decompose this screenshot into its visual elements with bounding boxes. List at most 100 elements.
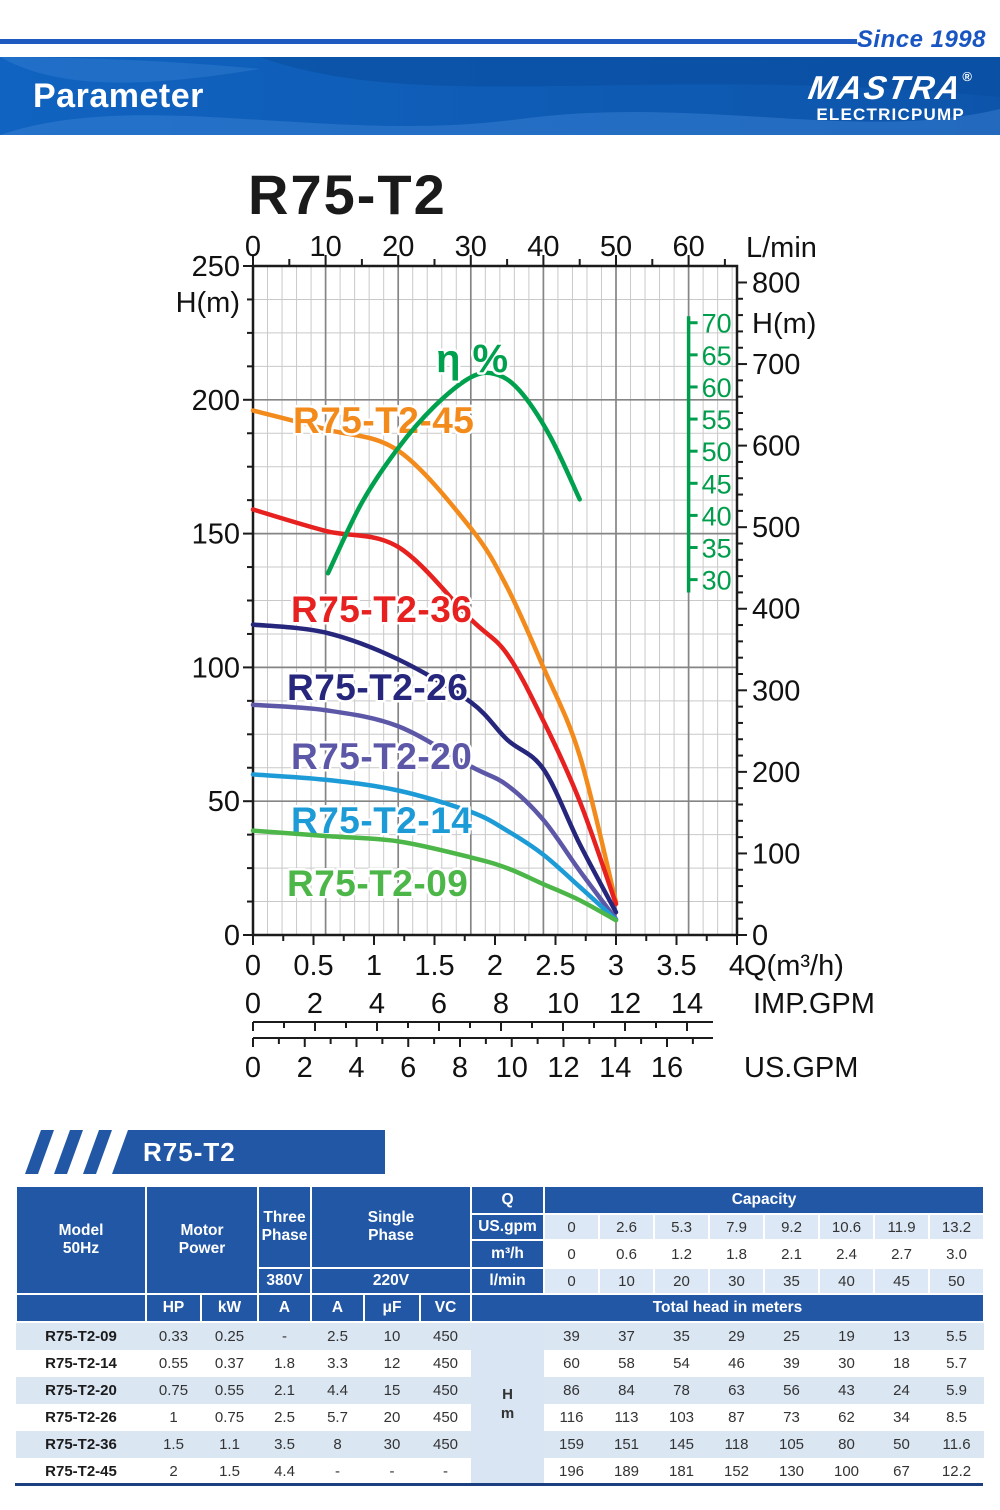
head-unit-cell: H m (471, 1322, 545, 1485)
amp-3ph-value: 2.5 (274, 1409, 295, 1426)
spec-row-R75-T2-09: R75-T2-09 0.33 0.25 - 2.5 10 450 H m 39 37 35 29 25 1… (16, 1322, 985, 1485)
page-title: Parameter (33, 77, 204, 115)
head-value: 73 (783, 1409, 800, 1426)
amp-1ph-value: 2.5 (327, 1328, 348, 1345)
head-value: 116 (559, 1409, 584, 1426)
chart-axes: 0 10 20 30 40 50 60050100150200250010020030040… (192, 231, 801, 982)
capacity-value: 2.6 (598, 1213, 656, 1241)
head-value: 84 (618, 1382, 635, 1399)
chart-grid (251, 264, 739, 937)
col-header-three-phase: Three Phase (257, 1185, 313, 1269)
svg-text:50: 50 (702, 437, 732, 467)
svg-text:60: 60 (702, 373, 732, 403)
svg-text:8: 8 (493, 988, 509, 1020)
capacity-value: 50 (928, 1267, 986, 1295)
svg-text:700: 700 (752, 349, 800, 381)
head-value: 152 (724, 1463, 750, 1480)
vc-value: 450 (433, 1355, 459, 1372)
kw-value: 0.25 (214, 1328, 245, 1345)
head-value: 78 (673, 1382, 690, 1399)
unit-vc: VC (419, 1293, 473, 1323)
svg-text:14: 14 (599, 1052, 631, 1084)
capacity-value: 7.9 (708, 1213, 766, 1241)
us-gpm-axis-label: US.GPM (744, 1052, 858, 1084)
svg-text:8: 8 (452, 1052, 468, 1084)
col-header-single-phase: Single Phase (310, 1185, 473, 1269)
capacity-value: 35 (763, 1267, 821, 1295)
row-header-lmin: l/min (470, 1267, 546, 1295)
model-name: R75-T2-14 (45, 1355, 117, 1372)
model-name: R75-T2-09 (45, 1328, 117, 1345)
decorative-line (0, 39, 857, 44)
head-value: 39 (783, 1355, 800, 1372)
head-value: 37 (618, 1328, 635, 1345)
head-value: 5.9 (946, 1382, 967, 1399)
capacity-row-usgpm: US.gpm 0 2.6 5.3 7.9 9.2 10.6 11.9 13.2 (16, 1213, 986, 1241)
uf-value: 10 (383, 1328, 401, 1345)
head-value: 58 (618, 1355, 635, 1372)
svg-text:2.5: 2.5 (535, 950, 575, 982)
head-value: 118 (724, 1436, 749, 1453)
capacity-value: 13.2 (928, 1213, 986, 1241)
svg-text:50: 50 (208, 786, 240, 818)
efficiency-label: η % (436, 337, 509, 381)
svg-text:0: 0 (752, 920, 768, 952)
svg-text:14: 14 (671, 988, 703, 1020)
uf-value: 12 (383, 1355, 401, 1372)
svg-text:55: 55 (702, 405, 732, 435)
kw-value: 1.1 (219, 1436, 240, 1453)
curve-label-R75-T2-45: R75-T2-45 (293, 400, 474, 441)
curve-label-R75-T2-26: R75-T2-26 (287, 667, 468, 708)
svg-text:10: 10 (547, 988, 579, 1020)
svg-text:4: 4 (729, 950, 745, 982)
capacity-value: 20 (653, 1267, 711, 1295)
svg-text:70: 70 (702, 309, 732, 339)
head-value: 151 (614, 1436, 640, 1453)
head-value: 19 (838, 1328, 855, 1345)
svg-text:12: 12 (547, 1052, 579, 1084)
svg-text:3: 3 (608, 950, 624, 982)
kw-value: 0.75 (214, 1409, 245, 1426)
svg-text:100: 100 (752, 838, 800, 870)
head-value: 86 (563, 1382, 580, 1399)
header-banner: Parameter MASTRA® ELECTRICPUMP (0, 57, 1000, 135)
amp-1ph-value: 8 (333, 1436, 342, 1453)
head-value: 43 (838, 1382, 855, 1399)
vc-value: 450 (433, 1382, 459, 1399)
head-value: 34 (893, 1409, 910, 1426)
unit-hp: HP (145, 1293, 202, 1323)
amp-3ph-value: 4.4 (274, 1463, 295, 1480)
amp-1ph-value: 4.4 (327, 1382, 348, 1399)
imp-gpm-axis-label: IMP.GPM (753, 988, 875, 1020)
head-value: 62 (838, 1409, 855, 1426)
head-value: 80 (838, 1436, 855, 1453)
svg-text:6: 6 (431, 988, 447, 1020)
head-value: 24 (893, 1382, 910, 1399)
uf-value: 30 (383, 1436, 401, 1453)
curve-R75-T2-20 (250, 702, 619, 922)
svg-text:40: 40 (702, 501, 732, 531)
pump-curve-chart: 0 10 20 30 40 50 60050100150200250010020030040… (176, 163, 875, 1084)
since-text: Since 1998 (856, 26, 986, 53)
vc-value: - (443, 1463, 449, 1480)
svg-text:12: 12 (609, 988, 641, 1020)
head-value: 159 (559, 1436, 585, 1453)
svg-text:1.5: 1.5 (414, 950, 454, 982)
svg-text:1: 1 (366, 950, 382, 982)
head-value: 67 (893, 1463, 910, 1480)
head-value: 18 (893, 1355, 910, 1372)
capacity-value: 40 (818, 1267, 876, 1295)
capacity-row-m3h: m³/h 0 0.6 1.2 1.8 2.1 2.4 2.7 3.0 (16, 1239, 986, 1269)
uf-value: 15 (383, 1382, 401, 1399)
capacity-value: 0 (543, 1213, 601, 1241)
unit-amp-3ph: A (257, 1293, 313, 1323)
top-axis-unit: L/min (746, 232, 817, 264)
head-value: 130 (779, 1463, 805, 1480)
voltage-380v: 380V (257, 1267, 313, 1295)
uf-value: - (389, 1463, 395, 1480)
row-header-m3h: m³/h (470, 1239, 546, 1269)
spec-table: Model 50Hz Motor Power Three Phase Singl… (15, 1185, 986, 1485)
head-value: 113 (614, 1409, 639, 1426)
svg-text:45: 45 (702, 469, 732, 499)
head-value: 181 (669, 1463, 695, 1480)
